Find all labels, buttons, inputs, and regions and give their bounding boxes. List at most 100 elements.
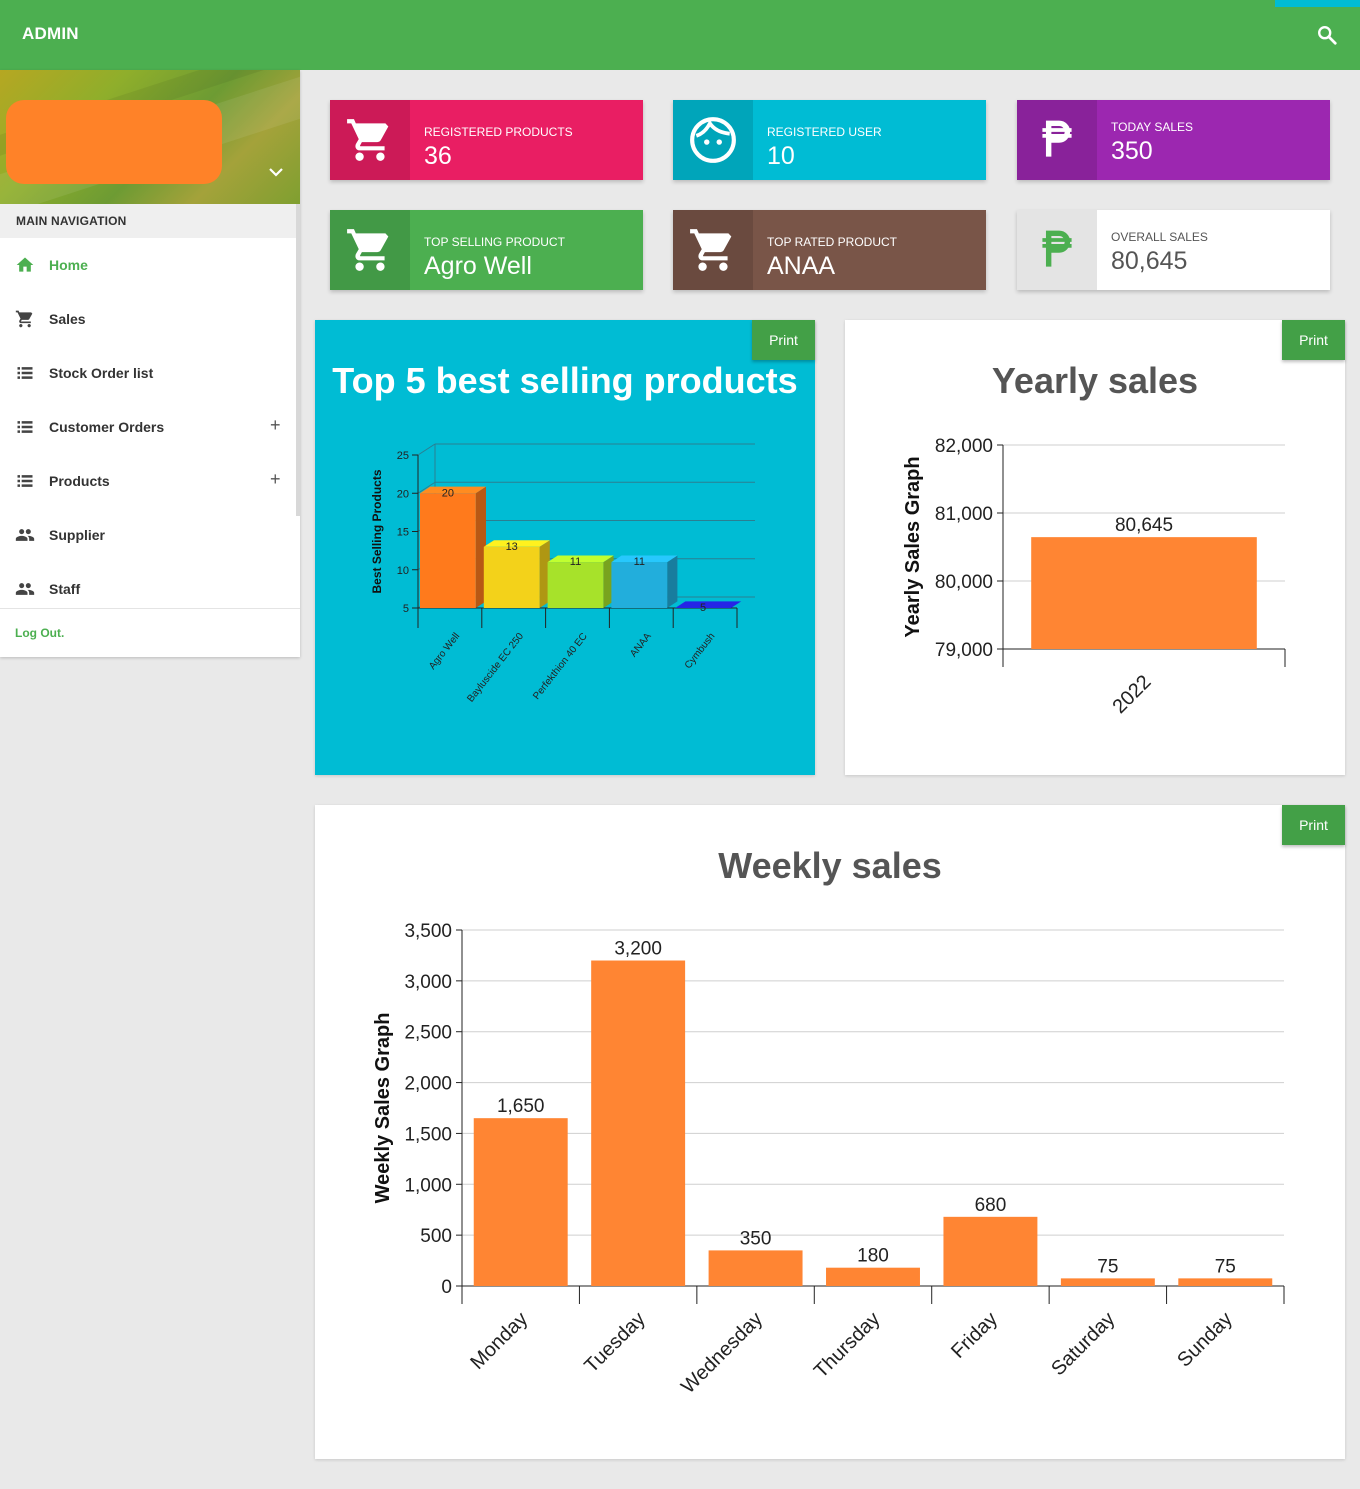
- infobox-icon-cell: [330, 210, 410, 290]
- people-icon: [15, 529, 35, 541]
- card-top5-products: Top 5 best selling products Print 5 10 15 2…: [315, 320, 815, 775]
- infobox-top-selling-product[interactable]: TOP SELLING PRODUCT Agro Well: [330, 210, 643, 290]
- sidebar-item-label: Customer Orders: [49, 419, 165, 435]
- y-tick-label: 81,000: [935, 504, 993, 525]
- bar: [611, 562, 668, 608]
- x-tick-label: Friday: [947, 1308, 1002, 1363]
- bar: [1178, 1278, 1273, 1286]
- face-icon: [690, 117, 736, 163]
- nav-header: MAIN NAVIGATION: [0, 204, 296, 238]
- sidebar-item-home[interactable]: Home: [0, 238, 296, 292]
- sidebar-item-label: Home: [49, 257, 88, 273]
- cart-icon: [690, 229, 732, 271]
- x-tick-label: Wednesday: [677, 1308, 767, 1398]
- data-label: 75: [1097, 1256, 1118, 1277]
- sidebar-item-products[interactable]: Products +: [0, 454, 296, 508]
- top5-chart: 5 10 15 20 25 20 Agro Well 13 Bayluscide EC 250 1…: [370, 443, 755, 704]
- expand-icon[interactable]: +: [270, 469, 281, 489]
- x-tick-label: Agro Well: [427, 631, 462, 672]
- sidebar-item-customer-orders[interactable]: Customer Orders +: [0, 400, 296, 454]
- x-tick-label: Saturday: [1047, 1308, 1119, 1380]
- sidebar-item-label: Sales: [49, 311, 86, 327]
- peso-icon: [1042, 120, 1072, 157]
- y-tick-label: 3,000: [404, 972, 452, 993]
- x-tick-label: ANAA: [628, 631, 654, 659]
- infobox-icon-cell: [1017, 210, 1097, 290]
- gridline: [417, 481, 436, 494]
- infobox-label: REGISTERED USER: [767, 125, 882, 139]
- y-tick-label: 3,500: [404, 921, 452, 942]
- brand-title[interactable]: ADMIN: [22, 24, 79, 43]
- x-tick-label: 2022: [1109, 671, 1156, 718]
- bar: [826, 1267, 920, 1286]
- list-icon: [17, 475, 33, 487]
- user-avatar-placeholder[interactable]: [6, 100, 222, 184]
- sidebar-item-label: Products: [49, 473, 110, 489]
- sidebar-item-sales[interactable]: Sales: [0, 292, 296, 346]
- home-icon: [16, 257, 34, 272]
- infobox-value: 350: [1111, 137, 1153, 165]
- y-tick-label: 1,000: [404, 1175, 452, 1196]
- list-icon: [17, 421, 33, 433]
- sidebar-scrollbar[interactable]: [296, 204, 300, 516]
- y-tick-label: 0: [441, 1277, 452, 1298]
- infobox-registered-user[interactable]: REGISTERED USER 10: [673, 100, 986, 180]
- peso-icon: [1042, 230, 1072, 267]
- infobox-today-sales[interactable]: TODAY SALES 350: [1017, 100, 1330, 180]
- infobox-overall-sales[interactable]: OVERALL SALES 80,645: [1017, 210, 1330, 290]
- card-yearly-sales: Yearly sales Print 79,000 80,000 81,000 82,…: [845, 320, 1345, 775]
- yearly-chart: 79,000 80,000 81,000 82,000 80,645 2022 Yearly…: [902, 436, 1286, 718]
- bar-top: [547, 555, 614, 563]
- y-tick-label: 5: [403, 603, 409, 615]
- expand-icon[interactable]: +: [270, 415, 281, 435]
- bar: [547, 562, 604, 608]
- y-tick-label: 15: [397, 527, 409, 539]
- y-axis-label: Best Selling Products: [370, 469, 384, 593]
- infobox-value: 80,645: [1111, 247, 1188, 275]
- print-button[interactable]: Print: [752, 320, 815, 360]
- print-button[interactable]: Print: [1282, 320, 1345, 360]
- x-tick-label: Sunday: [1173, 1308, 1237, 1372]
- x-tick-label: Perfekthion 40 EC: [531, 631, 590, 702]
- sidebar-item-supplier[interactable]: Supplier: [0, 508, 296, 562]
- sidebar-item-staff[interactable]: Staff: [0, 562, 296, 616]
- card-title: Yearly sales: [991, 360, 1199, 401]
- bar-top: [611, 555, 678, 563]
- sidebar-item-label: Stock Order list: [49, 365, 154, 381]
- data-label: 1,650: [497, 1096, 545, 1117]
- print-button[interactable]: Print: [1282, 805, 1345, 845]
- data-label: 20: [442, 487, 454, 499]
- logout-row: Log Out.: [0, 608, 300, 657]
- bar: [473, 1118, 568, 1286]
- bar-side: [475, 486, 486, 608]
- x-tick-label: Cymbush: [683, 631, 718, 671]
- y-tick-label: 2,500: [404, 1023, 452, 1044]
- data-label: 13: [506, 541, 518, 553]
- cart-icon: [347, 119, 389, 161]
- data-label: 350: [740, 1228, 772, 1249]
- infobox-value: ANAA: [767, 252, 836, 280]
- cart-icon: [15, 310, 33, 328]
- infobox-icon-cell: [1017, 100, 1097, 180]
- bar: [943, 1216, 1038, 1286]
- y-tick-label: 82,000: [935, 436, 993, 457]
- search-icon[interactable]: [1316, 24, 1338, 46]
- infobox-registered-products[interactable]: REGISTERED PRODUCTS 36: [330, 100, 643, 180]
- top-navbar: ADMIN: [0, 0, 1360, 70]
- infobox-icon-cell: [673, 100, 753, 180]
- chevron-down-icon[interactable]: [268, 166, 284, 178]
- x-tick-label: Thursday: [810, 1308, 885, 1383]
- cart-icon: [347, 229, 389, 271]
- logout-link[interactable]: Log Out.: [15, 626, 65, 640]
- y-tick-label: 25: [397, 450, 409, 462]
- data-label: 3,200: [614, 939, 662, 960]
- card-title: Top 5 best selling products: [332, 360, 798, 401]
- sidebar-item-stock-order-list[interactable]: Stock Order list: [0, 346, 296, 400]
- y-tick-label: 1,500: [404, 1124, 452, 1145]
- y-tick-label: 20: [397, 488, 409, 500]
- data-label: 11: [570, 556, 581, 568]
- sidebar: MAIN NAVIGATION Home Sales Stock Order l…: [0, 70, 300, 657]
- infobox-top-rated-product[interactable]: TOP RATED PRODUCT ANAA: [673, 210, 986, 290]
- weekly-chart: 0 500 1,000 1,500 2,000 2,500 3,000 3,500 1,650 M…: [372, 921, 1285, 1398]
- infobox-label: TOP SELLING PRODUCT: [424, 235, 565, 249]
